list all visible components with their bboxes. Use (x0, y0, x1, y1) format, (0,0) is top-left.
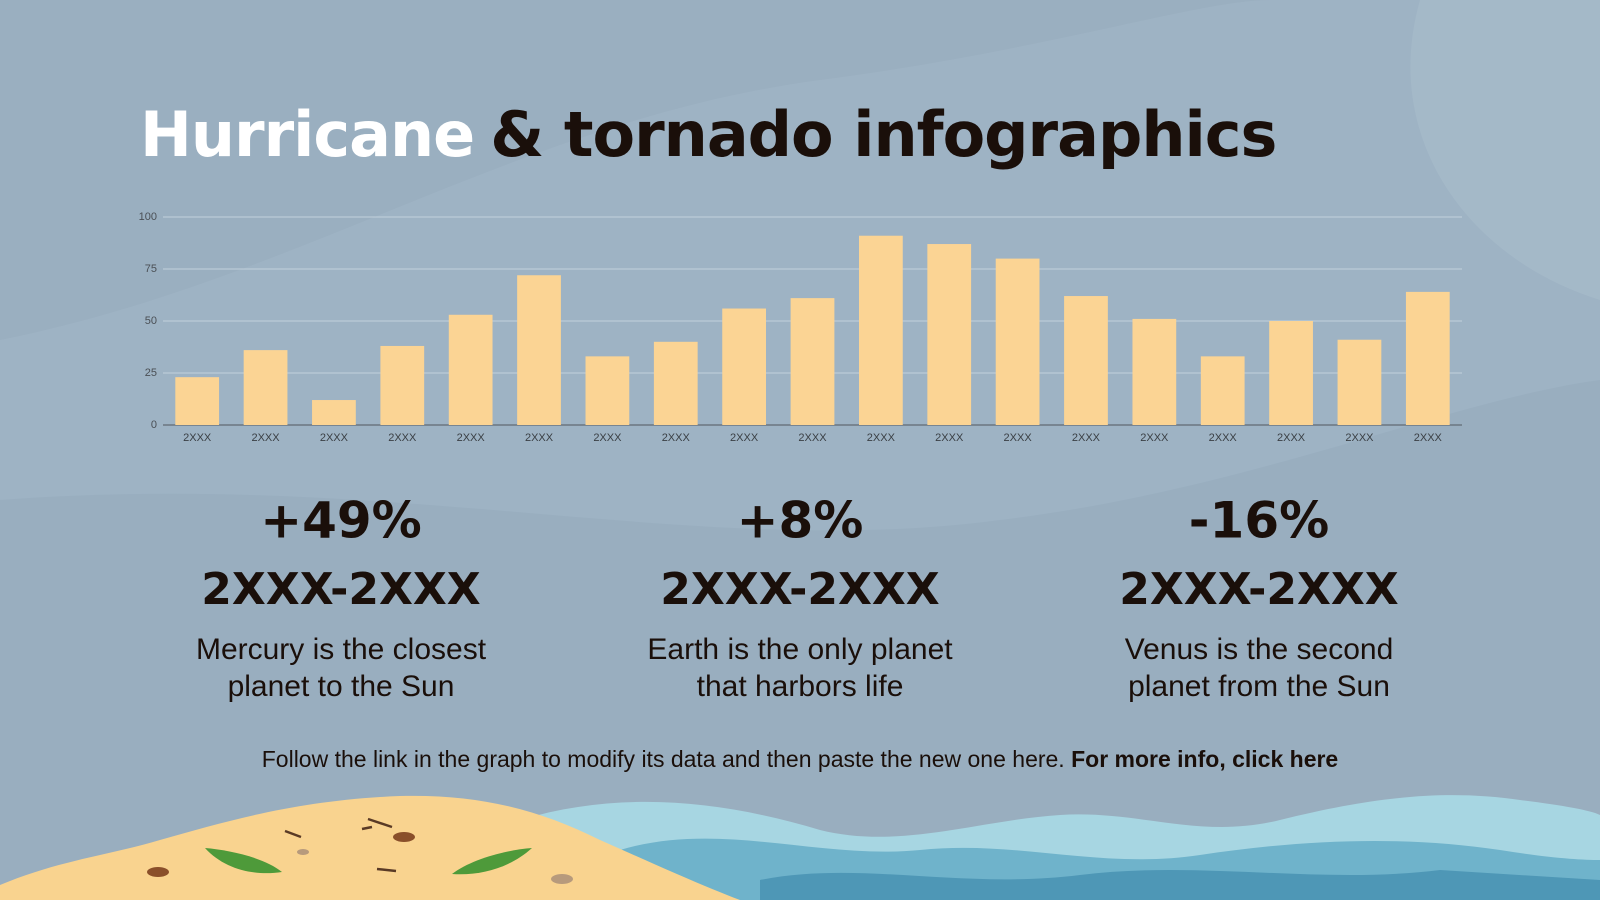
bar (1200, 356, 1245, 425)
x-tick-label: 2XXX (183, 432, 212, 444)
stat-change: +8% (737, 492, 864, 550)
x-tick-label: 2XXX (1004, 432, 1033, 444)
bar (995, 258, 1040, 425)
bar (1405, 291, 1450, 425)
bar (312, 400, 356, 425)
stat-range: 2XXX-2XXX (1119, 564, 1399, 615)
bar (517, 275, 561, 425)
slide-title: Hurricane & tornado infographics (140, 98, 1276, 171)
footer-link[interactable]: For more info, click here (1071, 746, 1338, 772)
bar (1337, 339, 1382, 425)
x-tick-label: 2XXX (388, 432, 417, 444)
bar (927, 244, 972, 425)
footer-note: Follow the link in the graph to modify i… (262, 746, 1338, 772)
bar (448, 314, 493, 425)
x-tick-label: 2XXX (1277, 432, 1306, 444)
bar (858, 235, 903, 425)
title-highlight: Hurricane (140, 98, 474, 171)
x-tick-label: 2XXX (457, 432, 486, 444)
y-tick-label: 50 (145, 315, 157, 327)
stat-description: Earth is the only planet (647, 633, 953, 666)
x-tick-label: 2XXX (320, 432, 349, 444)
stat-change: -16% (1189, 492, 1329, 550)
stat-description: Mercury is the closest (196, 633, 487, 666)
y-tick-label: 25 (145, 367, 157, 379)
bar (175, 377, 220, 425)
x-tick-label: 2XXX (525, 432, 554, 444)
bar (790, 298, 835, 425)
y-tick-label: 0 (151, 419, 157, 431)
x-tick-label: 2XXX (1209, 432, 1238, 444)
x-tick-label: 2XXX (1345, 432, 1374, 444)
stat-change: +49% (260, 492, 422, 550)
bar (653, 341, 698, 425)
bar (722, 308, 767, 425)
title-rest: & tornado infographics (490, 98, 1276, 171)
bar (243, 350, 288, 425)
x-tick-label: 2XXX (1414, 432, 1443, 444)
x-tick-label: 2XXX (251, 432, 280, 444)
x-tick-label: 2XXX (662, 432, 691, 444)
bar (1064, 296, 1108, 425)
bar (380, 345, 425, 425)
footer-text: Follow the link in the graph to modify i… (262, 746, 1071, 772)
x-tick-label: 2XXX (1140, 432, 1169, 444)
stats: +49% 2XXX-2XXX Mercury is the closest plane… (196, 492, 1399, 703)
x-tick-label: 2XXX (593, 432, 622, 444)
y-tick-label: 75 (145, 263, 157, 275)
bar-chart: 0 25 50 75 100 2XXX 2XXX 2XXX 2XXX 2XXX 2XXX 2XXX 2X… (139, 211, 1462, 444)
stat-description: planet to the Sun (228, 670, 455, 703)
bar (1269, 321, 1313, 425)
x-tick-label: 2XXX (1072, 432, 1101, 444)
bar (585, 356, 630, 425)
stat-description: Venus is the second (1125, 633, 1394, 666)
stat-range: 2XXX-2XXX (660, 564, 940, 615)
y-tick-label: 100 (139, 211, 157, 223)
stat-description: that harbors life (697, 670, 904, 703)
x-tick-label: 2XXX (730, 432, 759, 444)
x-tick-label: 2XXX (867, 432, 896, 444)
stat-range: 2XXX-2XXX (201, 564, 481, 615)
bar (1132, 318, 1177, 425)
x-tick-label: 2XXX (798, 432, 827, 444)
x-tick-label: 2XXX (935, 432, 964, 444)
stat-description: planet from the Sun (1128, 670, 1390, 703)
